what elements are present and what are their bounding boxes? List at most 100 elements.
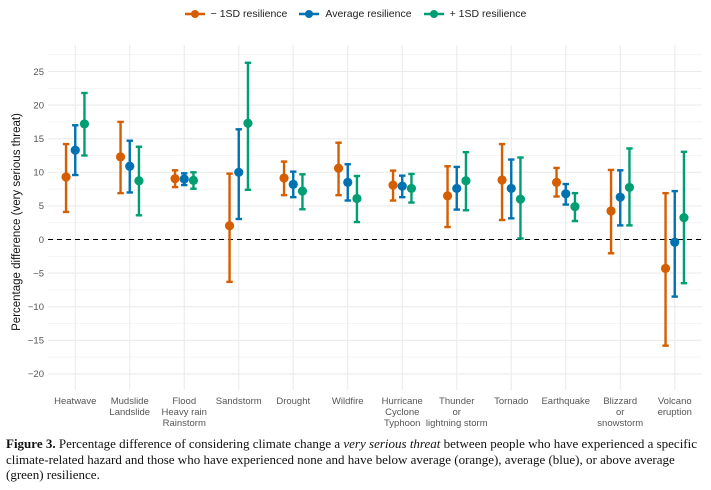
data-point <box>134 176 144 186</box>
data-point <box>679 213 689 223</box>
x-tick-label: Wildfire <box>332 396 364 407</box>
x-tick-label-line: Landslide <box>109 407 150 418</box>
x-tick-label: Volcano eruption <box>658 396 692 418</box>
data-point <box>660 263 671 273</box>
series-1 <box>70 124 680 298</box>
x-tick-label-line: Typhoon <box>384 418 420 429</box>
data-point <box>570 201 580 212</box>
y-tick-label: 5 <box>39 201 44 212</box>
x-tick-label-line: Sandstorm <box>216 396 262 407</box>
legend-item-plus-1sd: + 1SD resilience <box>423 8 527 20</box>
x-tick-label: Thunder or lightning storm <box>426 396 488 429</box>
y-tick-label: −5 <box>33 268 44 279</box>
legend-item-minus-1sd: − 1SD resilience <box>184 8 288 20</box>
x-tick-label-line: or <box>616 407 624 418</box>
x-tick-label: Hurricane Cyclone Typhoon <box>382 396 423 429</box>
data-point <box>79 119 90 129</box>
y-tick-label: −10 <box>28 302 44 313</box>
data-point <box>61 172 71 182</box>
data-point <box>561 189 571 199</box>
data-point <box>188 175 199 185</box>
x-tick-label-line: lightning storm <box>426 418 488 429</box>
legend-item-average: Average resilience <box>299 8 412 20</box>
data-point <box>670 237 680 247</box>
y-axis-ticks: −20 −15 −10 −5 0 5 10 15 20 25 <box>28 67 44 380</box>
legend-label: − 1SD resilience <box>210 8 288 20</box>
data-point <box>179 174 189 184</box>
caption-text-1: Percentage difference of considering cli… <box>55 436 344 451</box>
data-point <box>170 174 180 184</box>
y-tick-label: 0 <box>39 235 44 246</box>
data-point <box>515 194 526 204</box>
data-point <box>243 118 253 128</box>
legend-marker-orange-icon <box>184 10 205 18</box>
x-tick-label-line: Cyclone <box>385 407 419 418</box>
data-point <box>388 180 398 190</box>
data-point <box>497 175 507 185</box>
y-tick-label: 25 <box>33 67 44 78</box>
legend-label: + 1SD resilience <box>449 8 527 20</box>
x-axis-ticks: Heatwave Mudslide Landslide Flood Heavy rain… <box>54 396 692 429</box>
data-point <box>442 191 453 201</box>
x-tick-label: Drought <box>276 396 310 407</box>
x-tick-label-line: Thunder <box>439 396 474 407</box>
x-tick-label-line: Heavy rain <box>162 407 207 418</box>
data-point <box>288 179 298 189</box>
data-point <box>624 182 635 193</box>
data-point <box>606 206 616 216</box>
x-tick-label-line: Wildfire <box>332 396 364 407</box>
x-tick-label-line: Mudslide <box>111 396 149 407</box>
y-tick-label: 15 <box>33 134 44 145</box>
grid-minor <box>48 54 702 358</box>
x-tick-label: Blizzard or snowstorm <box>597 396 643 429</box>
x-tick-label-line: Hurricane <box>382 396 423 407</box>
x-tick-label-line: Flood <box>172 396 196 407</box>
x-tick-label-line: or <box>453 407 461 418</box>
data-point <box>125 161 135 171</box>
x-tick-label-line: Volcano <box>658 396 692 407</box>
data-point <box>551 177 562 187</box>
data-point <box>506 183 516 194</box>
x-tick-label-line: Rainstorm <box>163 418 206 429</box>
caption-text-2: between people who have experienced a sp… <box>6 436 698 482</box>
y-tick-label: −15 <box>28 336 44 347</box>
data-point <box>70 145 80 155</box>
x-tick-label: Sandstorm <box>216 396 262 407</box>
data-point <box>397 181 407 191</box>
x-tick-label-line: Drought <box>276 396 310 407</box>
data-point <box>343 177 353 187</box>
x-tick-label-line: Tornado <box>494 396 528 407</box>
chart-area: −20 −15 −10 −5 0 5 10 15 20 25 Heatwave Mudslide La… <box>11 45 702 429</box>
legend-marker-green-icon <box>423 10 444 18</box>
y-tick-label: 20 <box>33 100 44 111</box>
caption-figure-label: Figure 3. <box>6 436 56 451</box>
data-point <box>279 173 289 183</box>
x-tick-label-line: Blizzard <box>603 396 637 407</box>
legend-label: Average resilience <box>325 8 412 20</box>
legend-marker-blue-icon <box>299 10 320 18</box>
data-point <box>224 221 235 231</box>
legend: − 1SD resilience Average resilience + 1S… <box>0 8 711 20</box>
x-tick-label: Earthquake <box>541 396 590 407</box>
data-point <box>452 183 462 194</box>
grid-major <box>48 45 702 390</box>
series-0 <box>61 120 671 347</box>
x-tick-label: Tornado <box>494 396 528 407</box>
x-tick-label: Mudslide Landslide <box>109 396 150 418</box>
data-point <box>615 192 625 202</box>
figure-caption: Figure 3. Percentage difference of consi… <box>6 436 706 483</box>
caption-emphasis: very serious threat <box>343 436 441 451</box>
data-point <box>297 186 308 196</box>
x-tick-label: Heatwave <box>54 396 96 407</box>
series-2 <box>79 61 689 285</box>
data-point <box>461 176 471 186</box>
y-tick-label: 10 <box>33 168 44 179</box>
data-point <box>115 152 126 162</box>
x-tick-label-line: snowstorm <box>597 418 643 429</box>
data-point <box>406 183 417 194</box>
data-point <box>352 193 362 204</box>
series-marks <box>61 61 689 347</box>
data-point <box>234 167 244 177</box>
data-point <box>333 163 344 173</box>
x-tick-label-line: Earthquake <box>541 396 590 407</box>
